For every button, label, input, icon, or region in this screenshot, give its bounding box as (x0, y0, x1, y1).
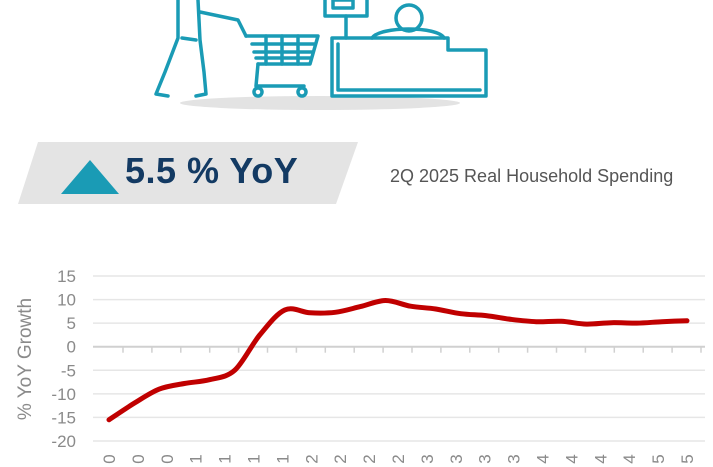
x-tick-label: 3 (476, 454, 495, 463)
illustration (154, 0, 488, 110)
chart-grid (93, 275, 705, 442)
y-tick-label: 10 (57, 291, 76, 310)
x-tick-label: 1 (216, 454, 235, 463)
y-tick-label: -20 (51, 432, 76, 451)
x-tick-label: 2 (360, 454, 379, 463)
x-tick-label: 0 (100, 454, 119, 463)
kpi-banner (18, 142, 358, 204)
x-tick-label: 1 (245, 454, 264, 463)
up-triangle-icon (61, 160, 119, 194)
shopper-with-cart-icon (154, 0, 320, 98)
kpi-value: 5.5 % YoY (125, 150, 299, 191)
y-tick-label: 15 (57, 267, 76, 286)
x-tick-label: 0 (129, 454, 148, 463)
y-tick-label: -10 (51, 385, 76, 404)
x-tick-label: 1 (273, 454, 292, 463)
x-tick-label: 3 (505, 454, 524, 463)
y-axis-ticks: 15 10 5 0 -5 -10 -15 -20 (51, 267, 76, 451)
series-line (106, 297, 690, 423)
y-tick-label: 0 (67, 338, 76, 357)
floor-shadow (180, 96, 460, 110)
x-tick-label: 2 (389, 454, 408, 463)
x-tick-label: 4 (591, 454, 610, 463)
x-tick-label: 2 (302, 454, 321, 463)
x-tick-label: 4 (620, 454, 639, 463)
x-tick-label: 3 (447, 454, 466, 463)
x-tick-label: 2 (331, 454, 350, 463)
cashier-counter-icon (323, 0, 488, 98)
y-tick-label: -15 (51, 408, 76, 427)
y-axis-label: % YoY Growth (15, 298, 36, 420)
y-tick-label: -5 (61, 361, 76, 380)
x-tick-label: 5 (649, 454, 668, 463)
x-tick-label: 5 (678, 454, 697, 463)
x-tick-label: 1 (187, 454, 206, 463)
x-tick-label: 0 (158, 454, 177, 463)
y-tick-label: 5 (67, 314, 76, 333)
kpi-label: 2Q 2025 Real Household Spending (390, 166, 674, 186)
x-tick-label: 4 (562, 454, 581, 463)
x-tick-label: 4 (534, 454, 553, 463)
x-tick-label: 3 (418, 454, 437, 463)
